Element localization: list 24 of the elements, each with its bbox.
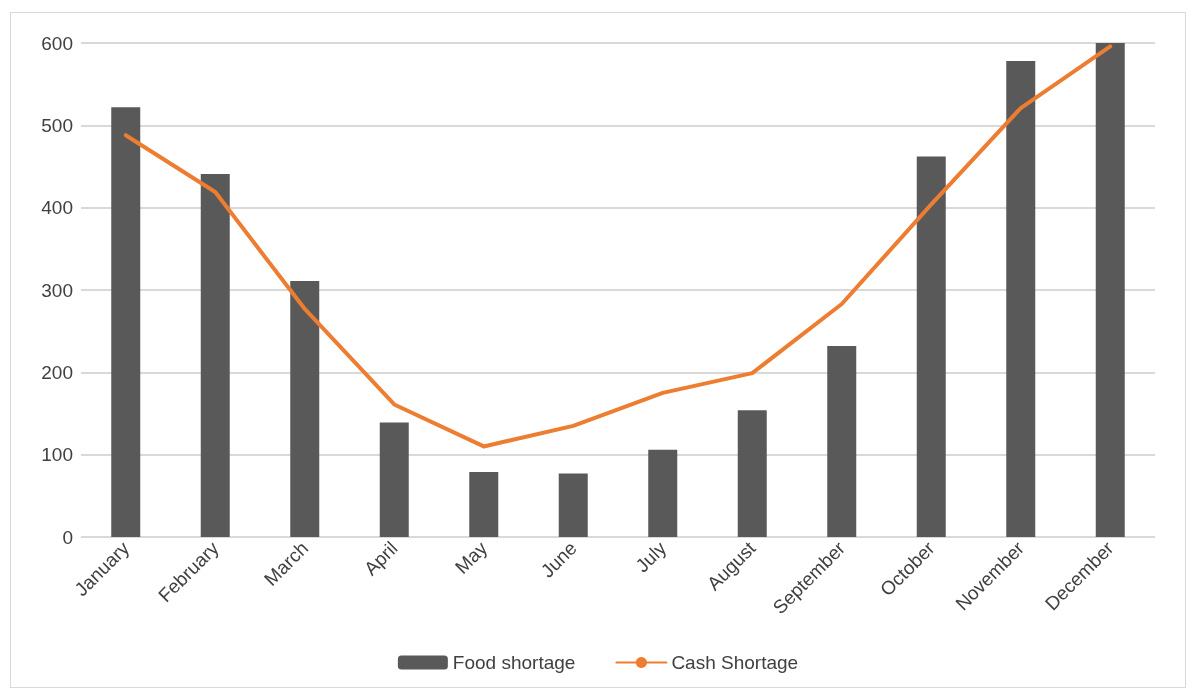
x-tick-label: July [631, 537, 671, 577]
y-tick-label: 200 [41, 361, 73, 383]
bar [1006, 61, 1036, 537]
bar [290, 280, 320, 537]
bar [827, 345, 857, 537]
legend-label: Food shortage [452, 652, 576, 673]
bar [1095, 43, 1125, 537]
legend-label: Cash Shortage [671, 652, 799, 673]
bar [111, 107, 141, 537]
bar [916, 156, 946, 537]
bar [200, 173, 230, 537]
y-tick-label: 100 [41, 444, 73, 466]
bar [648, 449, 678, 537]
x-tick-label: May [450, 537, 492, 578]
y-tick-label: 400 [41, 197, 73, 219]
y-tick-label: 500 [41, 114, 73, 136]
bar [379, 422, 409, 537]
bar [737, 410, 767, 537]
y-tick-label: 600 [41, 32, 73, 54]
line-series [123, 44, 1113, 449]
bar [558, 473, 588, 537]
y-tick-label: 300 [41, 279, 73, 301]
bar [469, 471, 499, 537]
y-tick-label: 0 [62, 526, 73, 548]
